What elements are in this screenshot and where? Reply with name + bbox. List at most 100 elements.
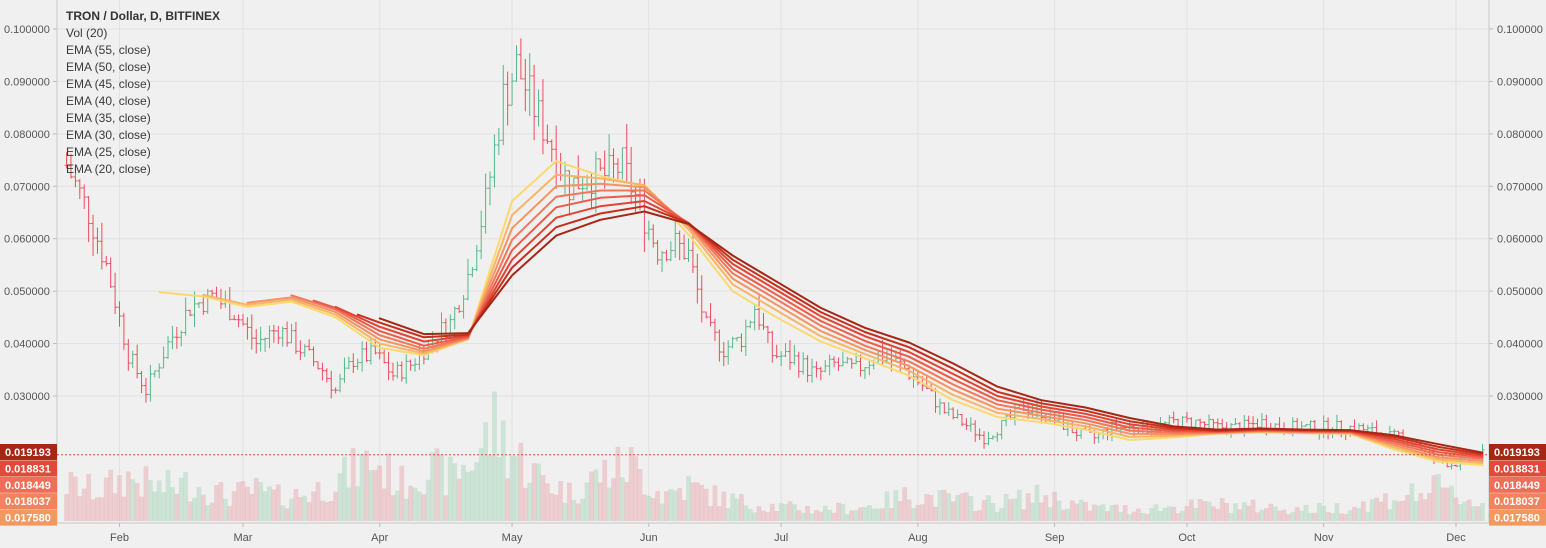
price-badge-label: 0.019193 [5, 447, 51, 459]
legend-item-ema40[interactable]: EMA (40, close) [66, 94, 151, 108]
volume-bar [143, 466, 149, 521]
volume-bar [514, 456, 519, 521]
candle [858, 354, 863, 377]
candle [646, 220, 651, 241]
candle [461, 295, 466, 319]
volume-bar [1175, 513, 1181, 521]
y-tick-label-left: 0.090000 [4, 76, 50, 88]
volume-bar [1052, 491, 1058, 521]
candle [1361, 423, 1366, 431]
volume-bar [408, 485, 414, 521]
y-tick-label-right: 0.070000 [1497, 181, 1543, 193]
volume-bar [77, 496, 83, 521]
volume-bar [200, 494, 206, 521]
candle [205, 288, 210, 314]
candle [708, 303, 713, 327]
y-tick-label-left: 0.070000 [4, 181, 50, 193]
volume-bar [108, 469, 114, 521]
volume-bar [677, 488, 683, 521]
volume-bar [187, 501, 193, 521]
candle [518, 38, 523, 80]
volume-bar [1316, 502, 1322, 521]
candle [179, 330, 184, 347]
volume-bar [571, 500, 577, 521]
volume-bar [972, 511, 978, 521]
legend-item-ema20[interactable]: EMA (20, close) [66, 162, 151, 176]
candle [474, 244, 479, 272]
volume-bar [280, 505, 286, 521]
volume-bar [836, 502, 841, 521]
volume-bar [875, 508, 881, 521]
volume-bar [646, 495, 652, 521]
volume-bar [72, 476, 78, 521]
candle [735, 336, 740, 342]
candle [271, 324, 276, 343]
chart-grid [56, 0, 1490, 524]
volume-bar [447, 456, 453, 521]
legend-item-ema30[interactable]: EMA (30, close) [66, 128, 151, 142]
volume-bar [968, 496, 974, 521]
candle [82, 184, 87, 210]
candle [1004, 412, 1009, 427]
candle [351, 353, 356, 373]
price-badge-right: 0.017580 [1489, 509, 1546, 526]
legend-item-vol[interactable]: Vol (20) [66, 26, 108, 40]
volume-bar [796, 510, 802, 521]
volume-bar [862, 507, 868, 521]
candle [174, 326, 179, 349]
volume-bar [1105, 511, 1110, 521]
candle [77, 179, 82, 199]
volume-bar [871, 508, 877, 521]
candle [201, 297, 206, 315]
volume-bar [1012, 498, 1018, 521]
legend-item-ema50[interactable]: EMA (50, close) [66, 60, 151, 74]
candle [779, 351, 784, 366]
volume-bar [469, 470, 475, 521]
volume-bar [245, 486, 250, 521]
candle [329, 370, 334, 399]
volume-bar [1255, 512, 1260, 521]
candle [99, 222, 104, 270]
volume-bar [946, 493, 952, 521]
volume-bar [81, 488, 87, 521]
candle [126, 338, 131, 371]
candle [514, 45, 519, 82]
candle [505, 71, 510, 126]
volume-bar [117, 475, 122, 521]
candle [346, 356, 351, 370]
volume-bar [443, 495, 449, 521]
legend-item-ema25[interactable]: EMA (25, close) [66, 145, 151, 159]
legend-item-ema45[interactable]: EMA (45, close) [66, 77, 151, 91]
volume-bar [805, 505, 810, 521]
price-badge-bg [0, 460, 57, 477]
y-tick-label-left: 0.050000 [4, 286, 50, 298]
candle [990, 435, 995, 440]
volume-bar [1237, 509, 1243, 521]
volume-bar [86, 473, 92, 521]
volume-bar [1343, 514, 1349, 521]
volume-bar [787, 501, 793, 521]
candle [968, 417, 973, 432]
volume-bar [1180, 510, 1185, 521]
candle [651, 224, 656, 248]
candle [307, 339, 312, 351]
candle [832, 356, 837, 368]
candle [263, 337, 268, 352]
legend-item-ema55[interactable]: EMA (55, close) [66, 43, 151, 57]
candle [399, 361, 404, 382]
volume-bar [196, 486, 202, 521]
volume-bar [1299, 510, 1305, 521]
legend-item-ema35[interactable]: EMA (35, close) [66, 111, 151, 125]
candle [293, 321, 298, 355]
price-badge-bg [1489, 444, 1546, 460]
volume-bar [906, 499, 912, 521]
volume-bar [986, 495, 991, 521]
candle [973, 420, 978, 442]
volume-bar [919, 504, 925, 521]
candle [324, 368, 329, 383]
volume-bar [1030, 502, 1035, 521]
volume-bar [381, 488, 387, 521]
candle [183, 297, 188, 336]
volume-bar [924, 494, 930, 521]
